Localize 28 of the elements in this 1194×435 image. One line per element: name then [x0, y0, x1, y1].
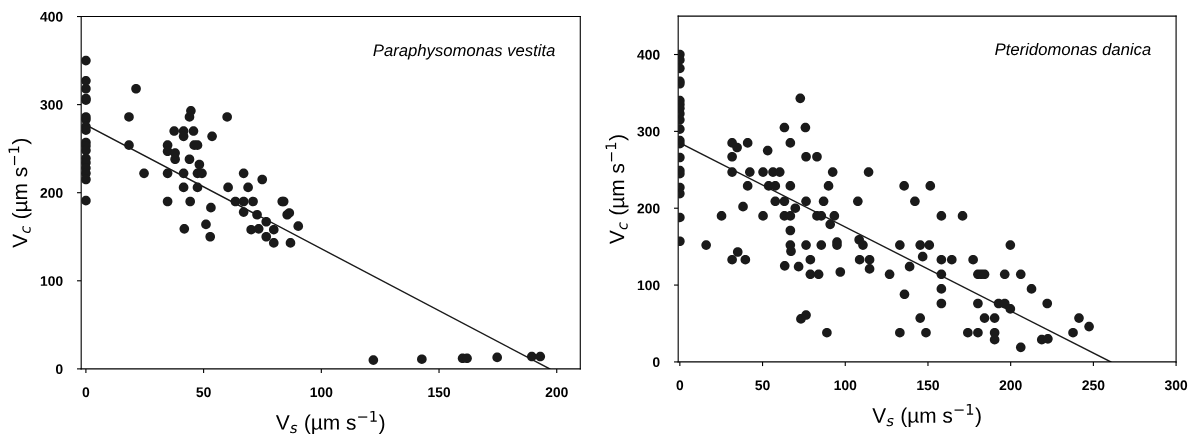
- x-tick-label: 0: [676, 380, 684, 391]
- y-tick-label: 0: [652, 357, 660, 368]
- y-tick-label: 300: [637, 126, 660, 137]
- y-axis-title: V$_{c}$ (µm s$^{−1}$): [605, 135, 629, 245]
- x-tick-label: 300: [1164, 380, 1188, 391]
- annotation: Pteridomonas danica: [995, 42, 1151, 56]
- x-tick-label: 100: [310, 387, 333, 398]
- y-tick-label: 400: [637, 49, 660, 60]
- x-tick-label: 150: [428, 387, 451, 398]
- x-tick-label: 0: [82, 387, 90, 398]
- x-tick-label: 50: [755, 380, 770, 391]
- annotation: Paraphysomonas vestita: [373, 44, 555, 60]
- y-tick-label: 100: [40, 276, 63, 286]
- y-tick-label: 200: [637, 203, 660, 214]
- x-tick-label: 250: [1082, 380, 1105, 391]
- x-axis-title: V$_{s}$ (µm s$^{−1}$): [275, 410, 385, 434]
- y-tick-label: 200: [40, 188, 63, 198]
- x-axis-title: V$_{s}$ (µm s$^{−1}$): [872, 404, 981, 427]
- y-tick-label: 300: [40, 99, 63, 110]
- x-tick-label: 200: [545, 387, 568, 398]
- x-tick-label: 150: [917, 380, 939, 391]
- y-tick-label: 100: [637, 280, 660, 291]
- y-tick-label: 0: [55, 364, 63, 375]
- x-tick-label: 50: [196, 387, 211, 398]
- x-tick-label: 100: [834, 380, 857, 391]
- x-tick-label: 200: [999, 380, 1022, 391]
- y-tick-label: 400: [40, 11, 63, 22]
- y-axis-title: V$_{c}$ (µm s$^{−1}$): [8, 138, 32, 248]
